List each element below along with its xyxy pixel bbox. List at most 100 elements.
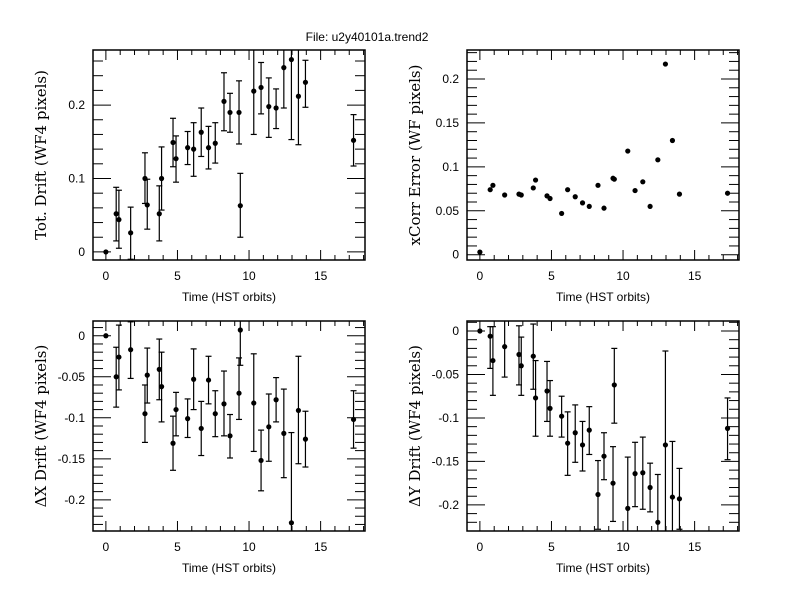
- data-point: [158, 384, 165, 390]
- data-point: [103, 333, 109, 339]
- data-point: [350, 137, 357, 143]
- data-point: [502, 192, 508, 198]
- data-point: [595, 182, 601, 188]
- data-point: [516, 351, 522, 358]
- data-point: [158, 175, 165, 182]
- y-tick-label: -0.2: [64, 493, 85, 507]
- data-point: [572, 194, 578, 200]
- data-point: [251, 88, 257, 94]
- y-axis-label: xCorr Error (WF pixels): [406, 65, 424, 246]
- y-tick-label: 0.2: [442, 72, 459, 86]
- data-point: [128, 230, 134, 236]
- data-point: [198, 425, 204, 432]
- data-point: [601, 453, 607, 459]
- data-point: [547, 405, 553, 411]
- data-point: [185, 416, 191, 422]
- x-tick-label: 0: [477, 540, 484, 554]
- y-tick-label: 0.1: [68, 171, 85, 185]
- data-point: [236, 109, 242, 116]
- data-point: [676, 496, 683, 502]
- data-point: [281, 430, 287, 436]
- x-tick-label: 10: [616, 269, 630, 283]
- data-point: [518, 363, 524, 369]
- data-point: [544, 388, 550, 394]
- plot-frame: [466, 49, 740, 261]
- data-point: [724, 190, 731, 196]
- data-point: [170, 440, 176, 446]
- data-point: [221, 98, 227, 104]
- data-point: [142, 411, 148, 417]
- panel-delta-y-drift: 0 5 10 15 0 -0.05 -0.1 -0.15 -0.2 Time (HST orbit…: [406, 320, 740, 575]
- data-point: [113, 374, 119, 380]
- data-point: [258, 84, 264, 91]
- data-point: [251, 400, 257, 406]
- data-point: [625, 148, 631, 154]
- data-point: [655, 519, 661, 525]
- data-point: [662, 61, 669, 67]
- data-point: [273, 397, 279, 403]
- data-point: [237, 327, 243, 333]
- data-point: [237, 203, 243, 209]
- y-tick-label: 0: [78, 329, 85, 343]
- y-tick-label: -0.1: [64, 411, 85, 425]
- y-axis-label: ΔX Drift (WF4 pixels): [32, 345, 50, 508]
- data-point: [116, 354, 122, 360]
- data-point: [258, 457, 264, 464]
- x-axis-label: Time (HST orbits): [556, 290, 650, 304]
- data-point: [302, 79, 309, 85]
- data-point: [144, 202, 150, 208]
- data-point: [669, 137, 676, 144]
- x-tick-label: 0: [103, 540, 110, 554]
- x-tick-label: 0: [103, 269, 110, 283]
- data-point: [610, 480, 616, 486]
- x-tick-label: 15: [688, 269, 702, 283]
- x-tick-label: 10: [616, 540, 630, 554]
- data-point: [572, 430, 578, 436]
- data-point: [565, 187, 571, 193]
- data-point: [128, 347, 134, 353]
- panel-total-drift: 0 5 10 15 0 0.1 0.2 Time (HST orbits) Tot. Drift…: [32, 49, 366, 304]
- data-point: [487, 187, 493, 193]
- y-tick-label: -0.15: [58, 452, 86, 466]
- data-point: [640, 470, 646, 476]
- data-point: [662, 442, 669, 448]
- data-point: [532, 395, 539, 401]
- data-point: [281, 65, 287, 71]
- x-tick-label: 10: [242, 269, 256, 283]
- data-point: [273, 105, 279, 111]
- data-point: [532, 177, 539, 183]
- y-tick-label: 0.05: [436, 204, 460, 218]
- y-tick-label: -0.05: [432, 367, 460, 381]
- data-point: [144, 372, 150, 378]
- data-point: [565, 440, 571, 446]
- data-point: [632, 471, 638, 477]
- data-point: [288, 520, 295, 526]
- data-point: [490, 357, 496, 364]
- data-point: [518, 192, 524, 198]
- y-tick-label: 0.15: [436, 116, 460, 130]
- data-point: [350, 416, 357, 423]
- data-point: [477, 249, 483, 255]
- data-point: [530, 353, 536, 359]
- data-point: [173, 156, 179, 162]
- data-point: [586, 203, 592, 210]
- data-point: [212, 411, 218, 417]
- data-point: [611, 176, 617, 182]
- y-tick-label: 0: [78, 245, 85, 259]
- data-point: [227, 433, 233, 439]
- data-point: [547, 195, 553, 202]
- data-point: [676, 191, 683, 197]
- x-tick-label: 10: [242, 540, 256, 554]
- data-point: [640, 179, 646, 185]
- data-point: [227, 109, 233, 116]
- x-axis-label: Time (HST orbits): [556, 561, 650, 575]
- data-point: [198, 129, 204, 135]
- data-point: [595, 491, 601, 498]
- plot-frame: [466, 320, 740, 532]
- data-point: [185, 145, 191, 151]
- data-point: [487, 333, 493, 339]
- y-tick-label: 0.1: [442, 160, 459, 174]
- y-tick-label: -0.1: [438, 411, 459, 425]
- data-point: [205, 145, 212, 151]
- data-point: [205, 377, 212, 383]
